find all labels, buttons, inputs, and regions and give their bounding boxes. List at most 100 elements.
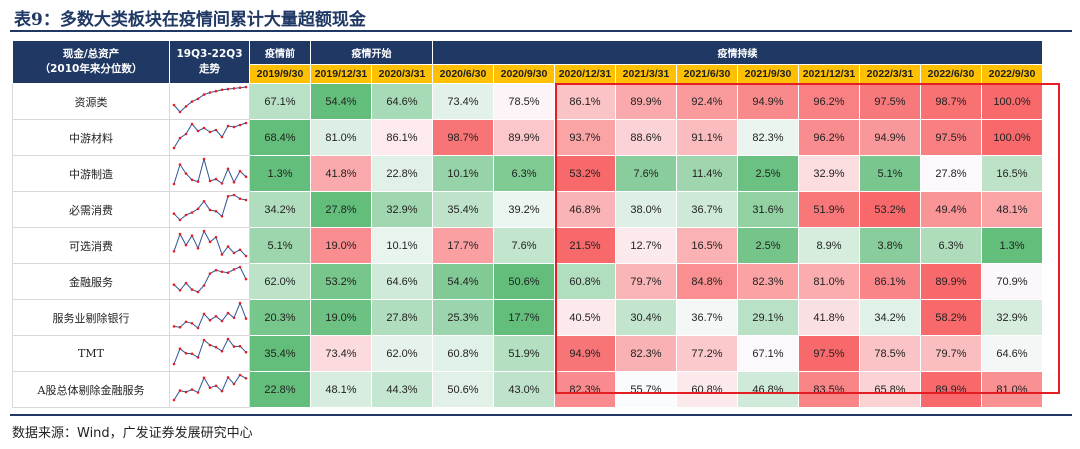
sparkline-point xyxy=(190,322,193,325)
value-cell: 2.5% xyxy=(737,155,799,192)
value-cell: 36.7% xyxy=(676,299,738,336)
sparkline-point xyxy=(196,180,199,183)
value-cell: 46.8% xyxy=(554,191,616,228)
metric-header-line1: 现金/总资产 xyxy=(62,48,120,60)
value-cell: 29.1% xyxy=(737,299,799,336)
trend-header-line2: 走势 xyxy=(199,63,220,75)
value-cell: 92.4% xyxy=(676,83,738,120)
date-header: 2021/6/30 xyxy=(676,64,738,84)
table-wrapper: 现金/总资产 （2010年来分位数） 19Q3-22Q3 走势 疫情前 疫情开始… xyxy=(12,40,1043,408)
sparkline-point xyxy=(244,350,247,354)
value-cell: 73.4% xyxy=(310,335,372,372)
value-cell: 34.2% xyxy=(249,191,311,228)
trend-cell xyxy=(169,263,250,300)
sparkline-point xyxy=(214,177,217,181)
value-cell: 94.9% xyxy=(554,335,616,372)
sparkline-point xyxy=(196,290,199,294)
group-header-start: 疫情开始 xyxy=(310,40,433,65)
value-cell: 53.2% xyxy=(554,155,616,192)
value-cell: 86.1% xyxy=(371,119,433,156)
value-cell: 94.9% xyxy=(737,83,799,120)
value-cell: 64.6% xyxy=(371,263,433,300)
table-row: 中游制造 1.3% 41.8% 22.8% 10.1% 6.3% 53.2% 7.6% 11.4… xyxy=(12,155,1043,192)
value-cell: 17.7% xyxy=(493,299,555,336)
sparkline-point xyxy=(220,319,223,323)
value-cell: 36.7% xyxy=(676,191,738,228)
sparkline-point xyxy=(202,200,205,203)
sparkline-point xyxy=(238,248,241,252)
sparkline-point xyxy=(208,386,211,389)
sparkline-point xyxy=(244,254,247,258)
sparkline-point xyxy=(208,318,211,322)
value-cell: 60.8% xyxy=(676,371,738,408)
value-cell: 1.3% xyxy=(249,155,311,192)
sparkline-point xyxy=(238,197,241,200)
sparkline-point xyxy=(190,211,193,214)
sparkline-point xyxy=(196,356,199,359)
sparkline-point xyxy=(196,97,199,101)
sparkline-point xyxy=(220,215,223,218)
value-cell: 83.5% xyxy=(798,371,860,408)
sparkline-point xyxy=(214,89,217,93)
sparkline-point xyxy=(208,343,211,347)
date-header: 2021/3/31 xyxy=(615,64,677,84)
sparkline-point xyxy=(208,272,211,275)
sparkline-point xyxy=(172,182,175,186)
value-cell: 73.4% xyxy=(432,83,494,120)
group-header-continue: 疫情持续 xyxy=(432,40,1043,65)
sparkline-line xyxy=(173,86,246,113)
value-cell: 30.4% xyxy=(615,299,677,336)
value-cell: 81.0% xyxy=(798,263,860,300)
value-cell: 91.1% xyxy=(676,119,738,156)
value-cell: 8.9% xyxy=(798,227,860,264)
value-cell: 98.7% xyxy=(920,83,982,120)
sparkline-point xyxy=(232,125,235,129)
value-cell: 41.8% xyxy=(798,299,860,336)
value-cell: 86.1% xyxy=(859,263,921,300)
value-cell: 44.3% xyxy=(371,371,433,408)
sparkline-point xyxy=(184,172,187,175)
sparkline-point xyxy=(220,270,223,274)
value-cell: 100.0% xyxy=(981,83,1043,120)
value-cell: 68.4% xyxy=(249,119,311,156)
sparkline-chart xyxy=(172,193,247,222)
sparkline-point xyxy=(244,317,247,320)
value-cell: 60.8% xyxy=(554,263,616,300)
sparkline-point xyxy=(208,240,211,244)
value-cell: 43.0% xyxy=(493,371,555,408)
value-cell: 17.7% xyxy=(432,227,494,264)
value-cell: 27.8% xyxy=(371,299,433,336)
sparkline-point xyxy=(178,218,181,222)
sparkline-point xyxy=(178,347,181,350)
value-cell: 53.2% xyxy=(859,191,921,228)
sparkline-point xyxy=(220,135,223,139)
sparkline-point xyxy=(238,344,241,348)
sparkline-point xyxy=(184,390,187,394)
trend-header: 19Q3-22Q3 走势 xyxy=(169,40,250,84)
trend-cell xyxy=(169,119,250,156)
value-cell: 51.9% xyxy=(798,191,860,228)
value-cell: 21.5% xyxy=(554,227,616,264)
sparkline-point xyxy=(190,388,193,391)
table-title: 表9：多数大类板块在疫情间累计大量超额现金 xyxy=(14,10,366,30)
sparkline-point xyxy=(184,320,187,324)
value-cell: 50.6% xyxy=(432,371,494,408)
table-row: 服务业剔除银行 20.3% 19.0% 27.8% 25.3% 17.7% 40.5% 30.… xyxy=(12,299,1043,336)
sparkline-point xyxy=(184,281,187,285)
date-header: 2020/12/31 xyxy=(554,64,616,84)
sparkline-point xyxy=(214,235,217,239)
sparkline-point xyxy=(226,376,229,379)
sparkline-point xyxy=(244,277,247,281)
value-cell: 84.8% xyxy=(676,263,738,300)
sparkline-point xyxy=(232,345,235,348)
sparkline-chart xyxy=(172,85,247,114)
sparkline-point xyxy=(202,229,205,233)
value-cell: 82.3% xyxy=(554,371,616,408)
value-cell: 3.8% xyxy=(859,227,921,264)
sparkline-point xyxy=(238,169,241,173)
value-cell: 7.6% xyxy=(615,155,677,192)
value-cell: 5.1% xyxy=(249,227,311,264)
sparkline-chart xyxy=(172,373,247,402)
sparkline-point xyxy=(232,268,235,271)
sparkline-chart xyxy=(172,157,247,186)
